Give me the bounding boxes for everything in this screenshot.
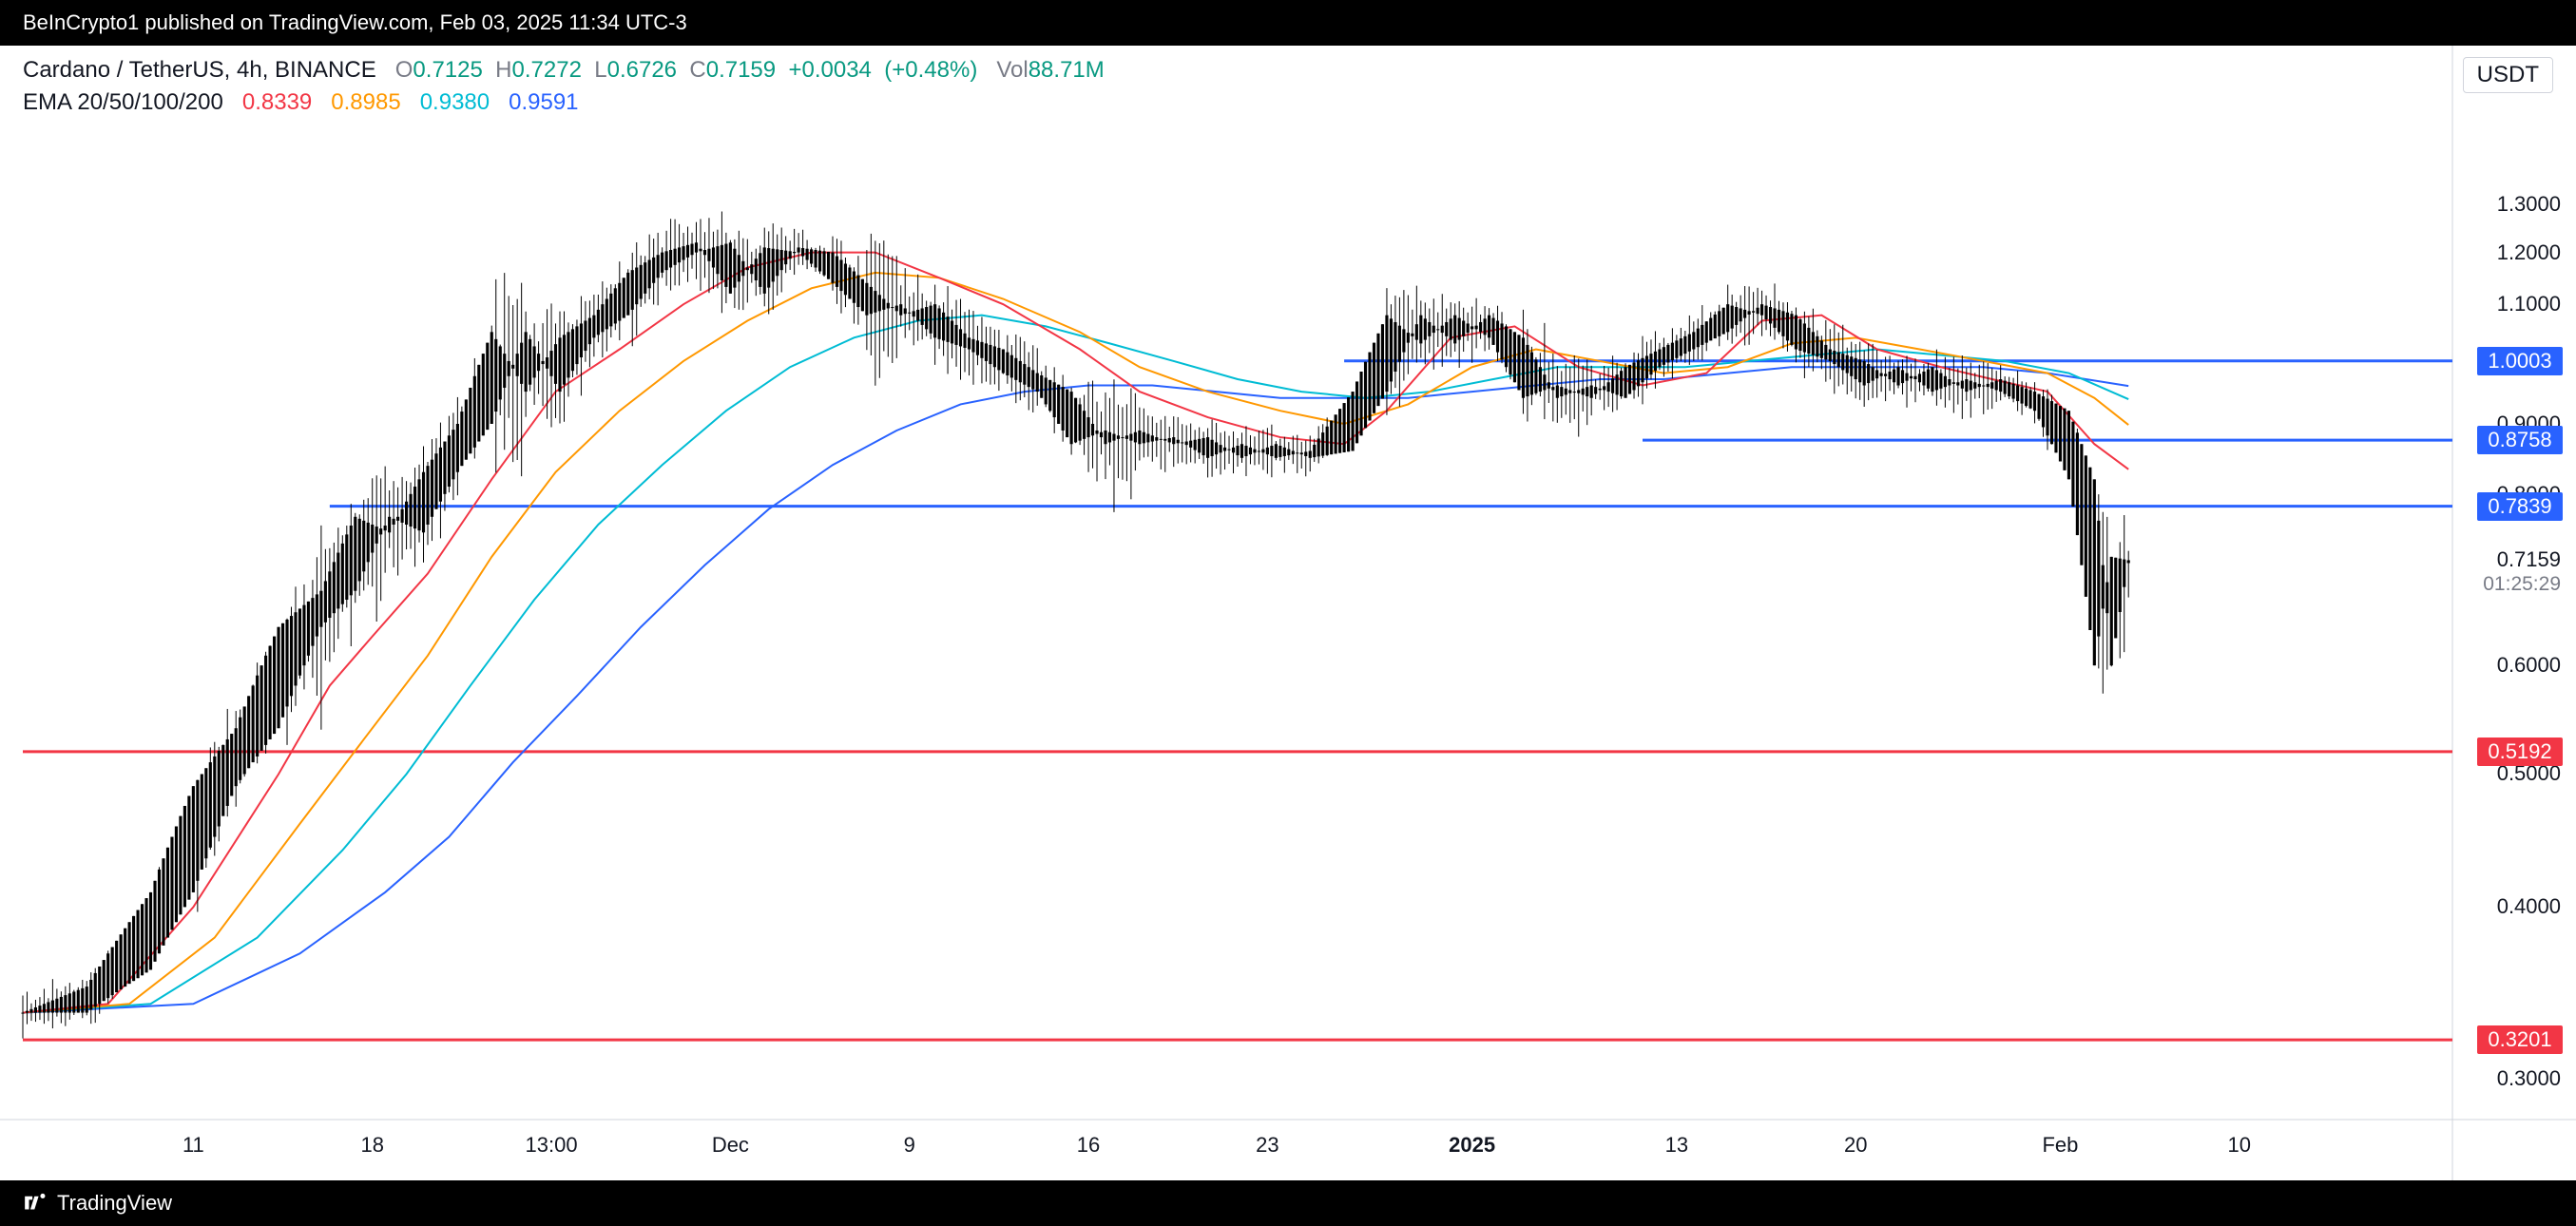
tradingview-footer: TradingView bbox=[0, 1180, 2576, 1226]
bar-countdown: 01:25:29 bbox=[2483, 573, 2561, 596]
level-tag: 0.5192 bbox=[2477, 738, 2563, 766]
level-tag: 0.8758 bbox=[2477, 426, 2563, 454]
chart-container[interactable]: Cardano / TetherUS, 4h, BINANCE O0.7125 … bbox=[0, 46, 2576, 1180]
tradingview-logo-icon bbox=[23, 1191, 48, 1216]
current-price-label: 0.7159 bbox=[2497, 547, 2561, 572]
level-tag: 0.7839 bbox=[2477, 492, 2563, 521]
publish-header: BeInCrypto1 published on TradingView.com… bbox=[0, 0, 2576, 46]
publish-text: BeInCrypto1 published on TradingView.com… bbox=[23, 10, 687, 35]
chart-plot[interactable] bbox=[0, 46, 2576, 1180]
level-tag: 0.3201 bbox=[2477, 1025, 2563, 1054]
footer-brand: TradingView bbox=[57, 1191, 172, 1216]
level-tag: 1.0003 bbox=[2477, 347, 2563, 375]
